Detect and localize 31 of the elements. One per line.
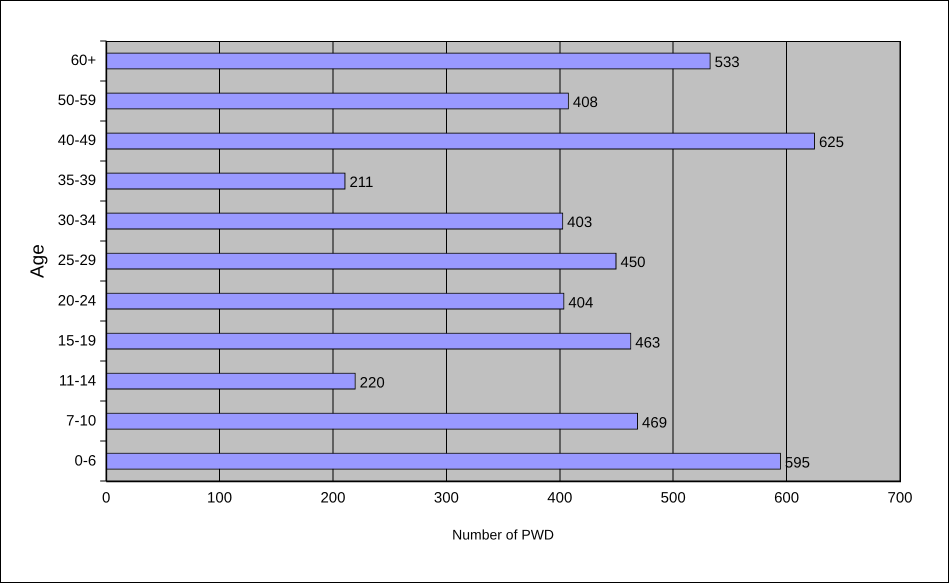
y-tick-label: 0-6 bbox=[74, 452, 96, 470]
y-tick-label: 40-49 bbox=[58, 132, 96, 150]
y-tick-label: 20-24 bbox=[58, 292, 96, 310]
data-label: 403 bbox=[567, 214, 592, 232]
data-label: 625 bbox=[818, 134, 844, 152]
x-tick-label: 600 bbox=[774, 489, 800, 506]
data-label: 211 bbox=[349, 174, 374, 192]
y-tick-label: 7-10 bbox=[66, 412, 96, 430]
x-tick-label: 0 bbox=[102, 489, 110, 506]
y-tick-label: 11-14 bbox=[58, 372, 96, 390]
x-tick-label: 400 bbox=[547, 489, 572, 506]
x-tick-label: 500 bbox=[660, 489, 686, 506]
data-label: 533 bbox=[714, 54, 740, 72]
y-tick-label: 15-19 bbox=[58, 332, 96, 350]
x-tick-label: 200 bbox=[320, 489, 346, 506]
y-axis-title: Age bbox=[28, 244, 49, 278]
x-axis-title: Number of PWD bbox=[452, 526, 554, 542]
y-tick-label: 35-39 bbox=[58, 172, 96, 190]
data-label: 450 bbox=[620, 254, 646, 272]
data-label: 220 bbox=[360, 374, 385, 392]
x-tick-label: 100 bbox=[207, 489, 232, 506]
data-label: 404 bbox=[568, 294, 594, 312]
x-tick-label: 700 bbox=[887, 489, 913, 506]
data-label: 408 bbox=[572, 94, 598, 112]
y-tick-label: 60+ bbox=[70, 52, 96, 70]
data-label: 469 bbox=[642, 414, 668, 432]
y-tick-label: 30-34 bbox=[58, 212, 96, 230]
data-label: 463 bbox=[635, 334, 660, 352]
y-tick-label: 25-29 bbox=[58, 252, 96, 270]
y-tick-label: 50-59 bbox=[58, 92, 96, 110]
x-tick-label: 300 bbox=[434, 489, 459, 506]
